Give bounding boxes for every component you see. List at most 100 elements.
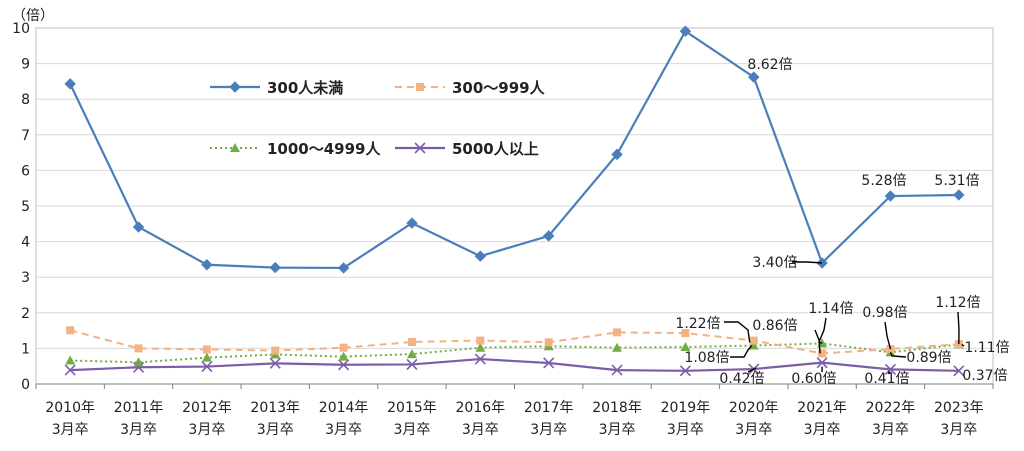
data-point <box>953 365 965 377</box>
data-point <box>679 365 691 377</box>
data-label: 5.31倍 <box>934 173 979 189</box>
marker-stroke <box>543 357 555 369</box>
y-tick-label: 2 <box>21 306 30 322</box>
data-point <box>474 250 487 262</box>
data-point <box>407 337 416 346</box>
series-line <box>70 342 959 364</box>
legend-entry: 1000～4999人 <box>210 140 381 158</box>
y-tick-label: 8 <box>21 92 30 108</box>
x-tick-label: 3月卒 <box>462 422 499 438</box>
legend-entry: 300人未満 <box>210 79 343 97</box>
x-tick-label: 2017年 <box>524 400 574 416</box>
marker-stroke <box>64 364 76 376</box>
leader-line <box>814 329 821 354</box>
legend-marker <box>416 83 424 91</box>
data-point <box>132 221 145 233</box>
x-tick-label: 2019年 <box>661 400 711 416</box>
legend-label: 1000～4999人 <box>267 140 381 158</box>
marker-stroke <box>201 360 213 373</box>
data-label: 5.28倍 <box>861 173 906 189</box>
annotations: 8.62倍 3.40倍 5.28倍 5.31倍 1.22倍 1.08倍 0.42倍 0.86倍… <box>675 57 1009 387</box>
y-tick-label: 5 <box>21 199 30 215</box>
marker-stroke <box>406 358 418 370</box>
x-tick-label: 2021年 <box>797 400 847 416</box>
x-tick-label: 3月卒 <box>940 422 977 438</box>
data-point <box>134 344 143 353</box>
data-point <box>406 217 418 229</box>
data-label: 0.89倍 <box>906 350 951 366</box>
marker-stroke <box>338 359 350 371</box>
data-point <box>133 357 144 367</box>
data-label: 0.86倍 <box>752 318 797 334</box>
leader-line <box>818 317 827 345</box>
data-point <box>406 358 418 370</box>
data-point <box>611 364 623 376</box>
marker-stroke <box>414 142 426 154</box>
x-tick-label: 3月卒 <box>325 422 362 438</box>
data-label: 1.11倍 <box>964 340 1009 356</box>
x-tick-label: 2016年 <box>456 400 506 416</box>
data-point <box>542 230 555 242</box>
x-tick-label: 3月卒 <box>667 422 704 438</box>
legend-marker <box>414 142 426 154</box>
y-tick-label: 4 <box>21 235 30 251</box>
data-point <box>681 329 690 338</box>
data-point <box>748 340 759 350</box>
x-tick-label: 2013年 <box>250 400 300 416</box>
data-point <box>884 190 897 202</box>
x-tick-label: 2022年 <box>866 400 916 416</box>
data-point <box>201 352 212 362</box>
marker-stroke <box>679 365 691 377</box>
x-tick-label: 2014年 <box>319 400 369 416</box>
data-point <box>202 345 211 354</box>
data-point <box>749 336 758 345</box>
series-1 <box>66 326 963 358</box>
x-tick-label: 3月卒 <box>872 422 909 438</box>
y-tick-label: 3 <box>21 270 30 286</box>
data-point <box>679 25 692 37</box>
legend-marker <box>229 81 241 93</box>
series-0 <box>64 25 965 274</box>
data-point <box>884 363 897 375</box>
series-line <box>70 357 959 372</box>
marker-stroke <box>816 357 828 369</box>
x-tick-label: 3月卒 <box>257 422 294 438</box>
x-tick-label: 3月卒 <box>735 422 772 438</box>
data-point <box>269 357 281 369</box>
leader-line <box>884 321 892 350</box>
data-point <box>64 78 76 90</box>
y-tick-label: 1 <box>21 341 30 357</box>
data-point <box>339 343 348 352</box>
series-lines <box>64 25 965 377</box>
data-point <box>748 71 760 83</box>
data-label: 0.60倍 <box>791 371 836 387</box>
x-tick-label: 3月卒 <box>120 422 157 438</box>
marker-stroke <box>884 363 897 375</box>
leader-line <box>961 343 965 347</box>
marker-stroke <box>953 365 965 377</box>
x-tick-label: 2018年 <box>592 400 642 416</box>
leader-line <box>889 352 907 358</box>
data-point <box>338 351 349 361</box>
x-tick-label: 3月卒 <box>52 422 89 438</box>
data-point <box>201 259 213 271</box>
marker-stroke <box>474 353 486 365</box>
x-tick-label: 2023年 <box>934 400 984 416</box>
data-point <box>65 355 76 365</box>
x-tick-label: 3月卒 <box>804 422 841 438</box>
leader-line <box>730 345 753 358</box>
legend-label: 300人未満 <box>267 79 343 97</box>
legend-marker <box>230 143 240 152</box>
legend-label: 5000人以上 <box>452 140 539 158</box>
x-tick-label: 2020年 <box>729 400 779 416</box>
y-tick-label: 10 <box>12 21 30 37</box>
data-point <box>544 338 553 347</box>
data-point <box>476 336 485 345</box>
legend-entry: 5000人以上 <box>395 140 539 158</box>
leader-line <box>957 311 960 345</box>
leader-line <box>724 321 751 343</box>
data-label: 0.98倍 <box>862 305 907 321</box>
